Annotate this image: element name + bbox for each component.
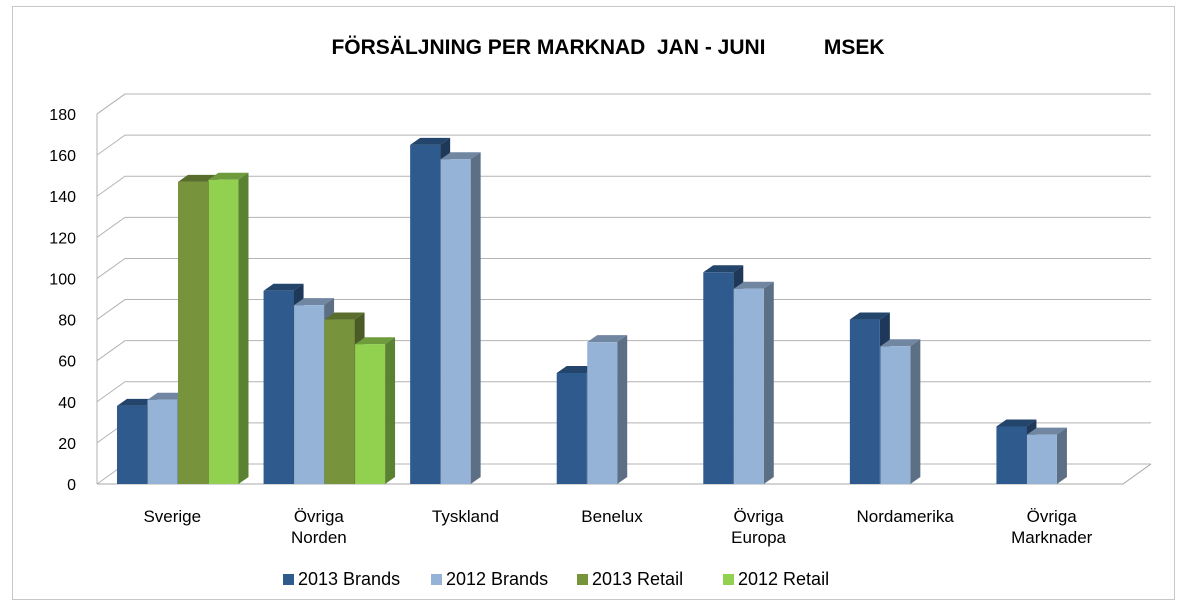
y-tick-label: 60 <box>58 354 76 371</box>
bar <box>208 172 249 484</box>
bar <box>355 337 396 484</box>
legend-label: 2012 Retail <box>738 569 829 589</box>
bar-side <box>385 337 396 484</box>
bar-side <box>470 152 481 484</box>
bar-front <box>1026 434 1057 484</box>
bar-side <box>910 339 921 484</box>
y-axis-ticks: 0 20 40 60 80 100 120 140 160 180 <box>49 107 76 494</box>
legend: 2013 Brands 2012 Brands 2013 Retail 2012 Re… <box>283 569 829 589</box>
legend-entry: 2012 Retail <box>723 569 829 589</box>
bar <box>587 335 628 484</box>
bar-top <box>410 137 451 145</box>
y-tick-label: 0 <box>67 477 76 494</box>
bar-front <box>733 288 764 484</box>
legend-swatch <box>577 574 588 585</box>
y-tick-label: 80 <box>58 313 76 330</box>
bar <box>1026 427 1067 484</box>
bar-top <box>1026 427 1067 435</box>
bar <box>880 339 921 484</box>
bar-side <box>617 335 628 484</box>
gridline <box>96 257 1151 279</box>
bar-top <box>178 174 218 182</box>
bar-front <box>410 144 441 485</box>
bar-top <box>208 172 249 180</box>
gridline <box>96 216 1151 238</box>
gridline <box>96 134 1151 156</box>
gridline <box>96 93 1151 115</box>
legend-swatch <box>431 574 442 585</box>
bar-top <box>849 312 890 320</box>
bar-top <box>324 312 365 320</box>
bar-front <box>263 290 294 484</box>
bar-front <box>294 305 325 484</box>
bar-top <box>996 419 1037 427</box>
bar-top <box>263 283 304 291</box>
chart-frame <box>12 6 1175 600</box>
x-category-label: Övriga <box>1027 507 1078 526</box>
bar-top <box>147 392 188 400</box>
legend-entry: 2013 Brands <box>283 569 400 589</box>
bar-top <box>703 265 744 273</box>
bar-front <box>849 319 880 484</box>
bar-front <box>208 179 239 484</box>
legend-entry: 2013 Retail <box>577 569 683 589</box>
x-category-label: Marknader <box>1011 528 1093 547</box>
legend-swatch <box>283 574 294 585</box>
x-category-label: Tyskland <box>432 507 499 526</box>
x-category-label: Europa <box>731 528 786 547</box>
gridline <box>96 340 1151 362</box>
bars <box>117 137 1067 485</box>
bar-side <box>1056 427 1067 484</box>
bar-front <box>880 346 911 484</box>
x-category-label: Benelux <box>581 507 643 526</box>
legend-swatch <box>723 574 734 585</box>
bar <box>733 281 774 484</box>
y-tick-label: 180 <box>49 107 76 124</box>
y-tick-label: 40 <box>58 395 76 412</box>
y-tick-label: 160 <box>49 148 76 165</box>
gridline <box>96 175 1151 197</box>
bar-side <box>763 281 774 484</box>
gridline <box>96 299 1151 320</box>
bar-front <box>178 181 208 485</box>
x-category-label: Norden <box>291 528 347 547</box>
y-tick-label: 20 <box>58 436 76 453</box>
legend-label: 2013 Retail <box>592 569 683 589</box>
bar-front <box>587 342 618 484</box>
bar-top <box>880 339 921 347</box>
legend-label: 2012 Brands <box>446 569 548 589</box>
bar-top <box>294 298 335 306</box>
legend-entry: 2012 Brands <box>431 569 548 589</box>
y-tick-label: 100 <box>49 271 76 288</box>
bar-top <box>355 337 396 345</box>
bar-front <box>355 344 386 484</box>
y-tick-label: 120 <box>49 230 76 247</box>
bar-front <box>117 405 147 484</box>
x-axis-categories: Sverige Övriga Norden Tyskland Benelux Övriga… <box>143 507 1092 547</box>
bar-top <box>556 366 597 373</box>
legend-label: 2013 Brands <box>298 569 400 589</box>
bar-side <box>238 172 249 484</box>
bar-front <box>703 272 734 484</box>
bar-top <box>587 335 628 343</box>
bar <box>440 152 481 484</box>
x-category-label: Sverige <box>143 507 201 526</box>
bar-top <box>117 398 157 406</box>
bar-top <box>440 152 481 160</box>
x-category-label: Nordamerika <box>856 507 954 526</box>
x-category-label: Övriga <box>294 507 345 526</box>
bar-front <box>147 399 178 484</box>
bar-front <box>440 159 471 484</box>
bar-top <box>733 281 774 289</box>
y-tick-label: 140 <box>49 189 76 206</box>
chart-title: FÖRSÄLJNING PER MARKNAD JAN - JUNI MSEK <box>331 36 884 59</box>
gridline <box>96 381 1151 403</box>
x-category-label: Övriga <box>734 507 785 526</box>
bar-front <box>996 426 1027 484</box>
bar-front <box>556 373 587 484</box>
bar-front <box>324 319 355 484</box>
